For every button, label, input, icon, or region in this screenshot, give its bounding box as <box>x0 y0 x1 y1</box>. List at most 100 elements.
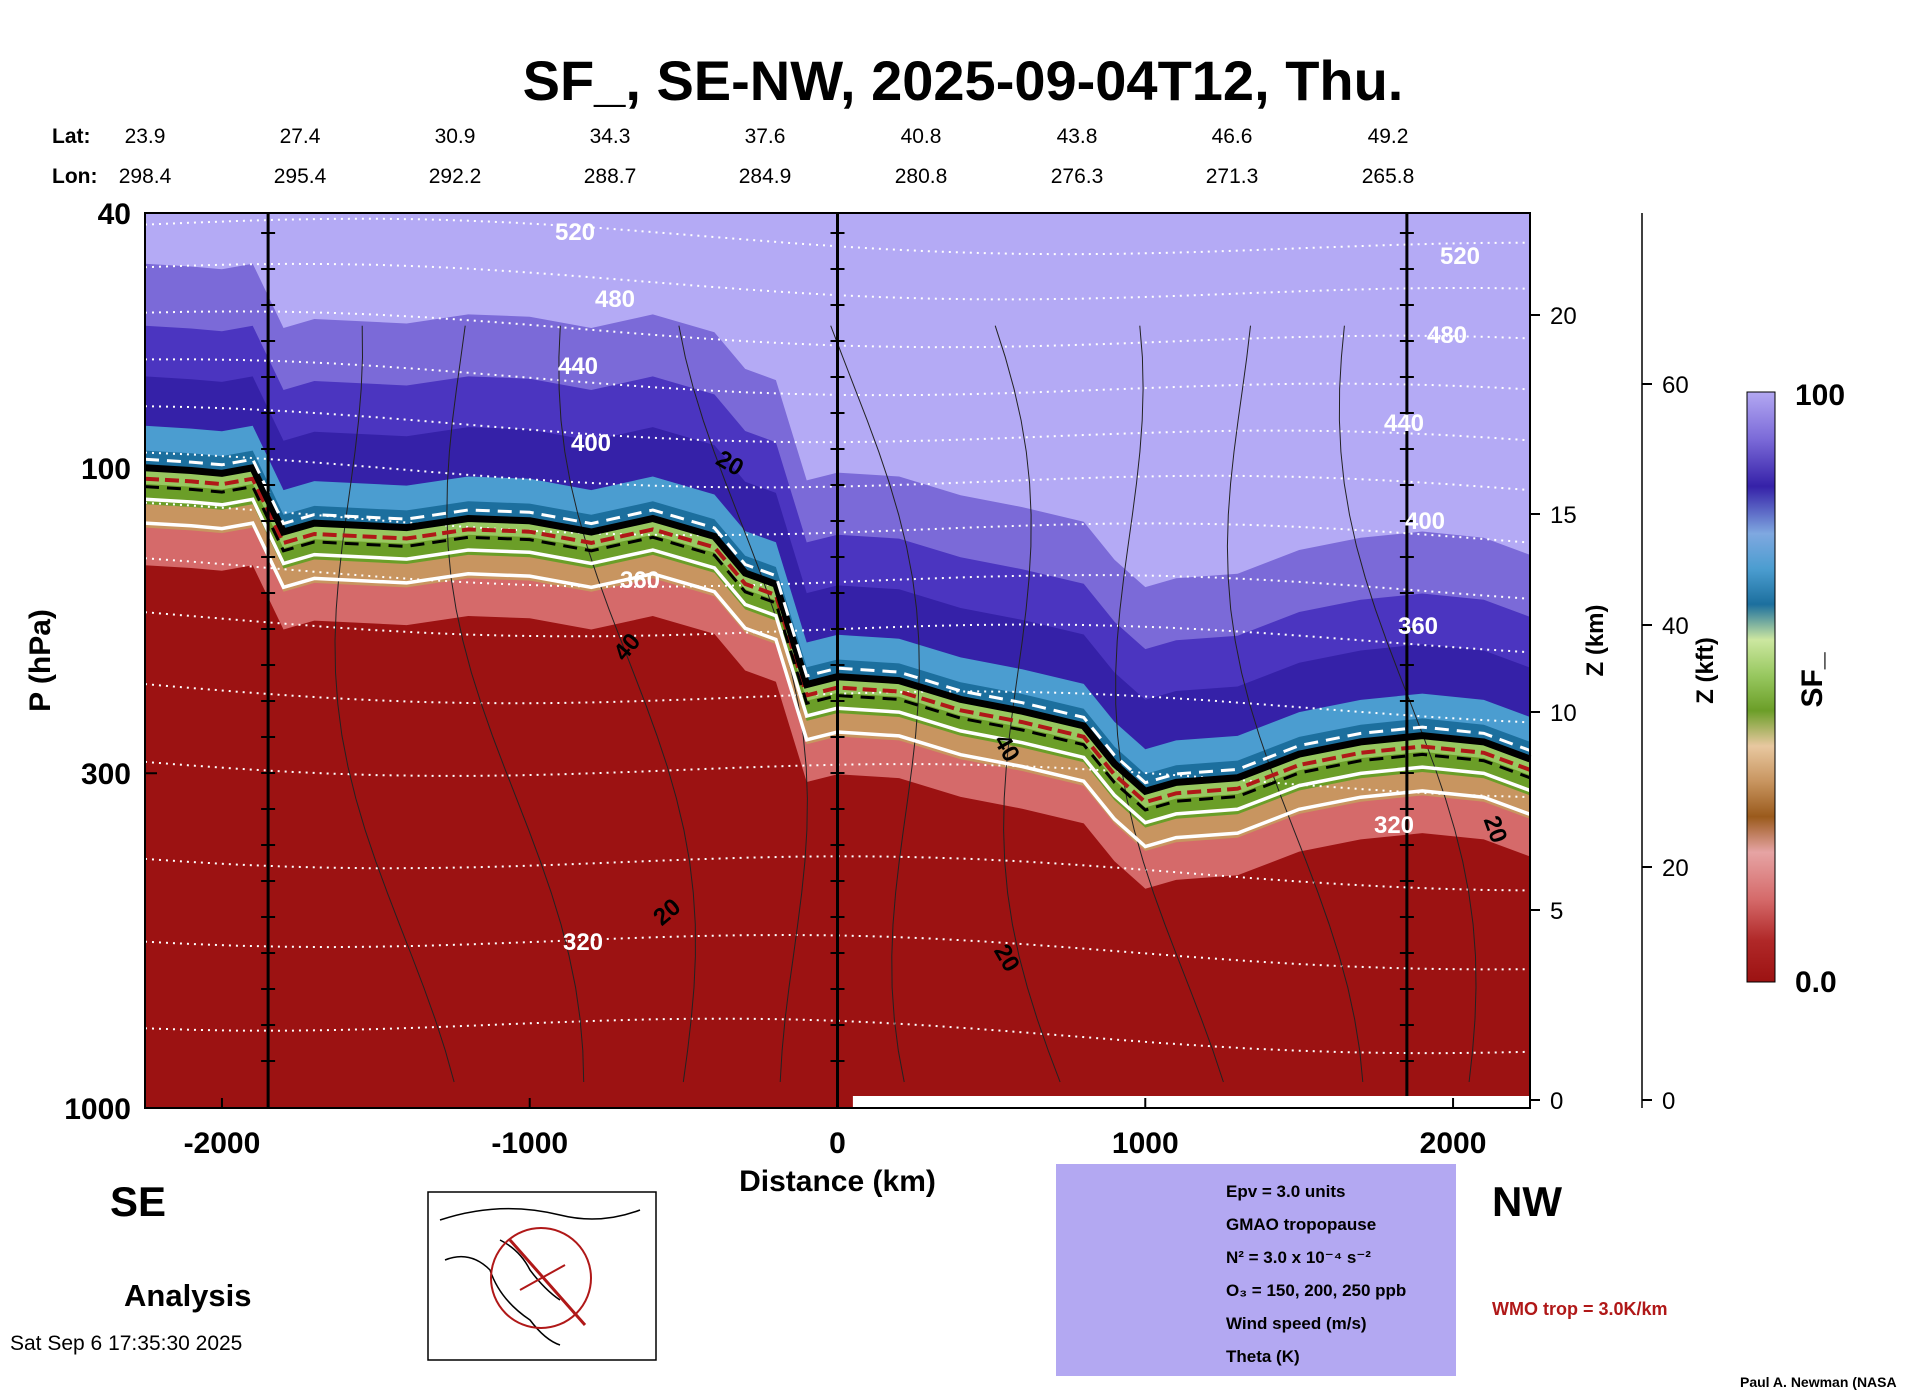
ozone-line-200 <box>144 497 1531 825</box>
epv-line <box>144 484 1531 812</box>
latRow-value: 43.8 <box>1056 125 1098 148</box>
latRow-value: 40.8 <box>900 125 942 148</box>
z-km-axis-label: Z (km) <box>1582 605 1609 677</box>
legend-item-n2: N² = 3.0 x 10⁻⁴ s⁻² <box>1226 1248 1371 1267</box>
wind-contours <box>334 325 1477 1083</box>
inset-crossline <box>519 1264 566 1291</box>
theta-contour-label: 360 <box>620 567 660 594</box>
latRow-value: 30.9 <box>434 125 476 148</box>
legend-item-epv: Epv = 3.0 units <box>1226 1182 1346 1201</box>
wind-contour-line <box>446 325 585 1083</box>
zkm-tick-label: 10 <box>1550 700 1577 727</box>
inset-domain-circle <box>490 1227 592 1329</box>
longitude-row: Lon: 298.4 295.4 292.2 288.7 284.9 280.8 276.3 2… <box>0 165 1926 191</box>
latitude-row: Lat: 23.9 27.4 30.9 34.3 37.6 40.8 43.8 46.6 49.2 <box>0 125 1926 151</box>
lonRow-value: 284.9 <box>738 165 792 188</box>
wind-contour-line <box>994 325 1061 1083</box>
legend-item-theta: Theta (K) <box>1226 1347 1300 1366</box>
theta-contour-label: 360 <box>1398 613 1438 640</box>
theta-contour-line <box>144 113 1531 152</box>
theta-contour-label: 520 <box>555 219 595 246</box>
latRow-label: Lat: <box>52 125 91 148</box>
theta-contour-label: 320 <box>1374 812 1414 839</box>
legend-item-wind-speed: Wind speed (m/s) <box>1226 1314 1367 1333</box>
lonRow-value: 276.3 <box>1050 165 1104 188</box>
theta-contour-label: 440 <box>1384 410 1424 437</box>
x-tick-label: 2000 <box>1420 1127 1487 1160</box>
zkm-tick-label: 5 <box>1550 898 1563 925</box>
inset-coastline <box>439 1207 641 1346</box>
theta-contour-label: 480 <box>1427 322 1467 349</box>
x-tick-label: -1000 <box>491 1127 568 1160</box>
lonRow-label: Lon: <box>52 165 98 188</box>
wind-contour-line <box>334 325 455 1083</box>
x-tick-label: -2000 <box>184 1127 261 1160</box>
latRow-value: 34.3 <box>589 125 631 148</box>
region-nw-label: NW <box>1492 1178 1562 1225</box>
credit-label: Paul A. Newman (NASA <box>1740 1374 1897 1390</box>
zkm-tick-label: 20 <box>1550 303 1577 330</box>
theta-contour-label: 440 <box>558 353 598 380</box>
wind-contour-line <box>678 325 808 1083</box>
wind-contour-line <box>558 325 696 1083</box>
location-map-inset <box>427 1191 657 1361</box>
latRow-value: 27.4 <box>279 125 321 148</box>
x-tick-label: 0 <box>829 1127 846 1160</box>
theta-contour-line <box>144 1017 1531 1055</box>
colorbar-scale <box>1746 391 1776 983</box>
theta-contour-line <box>144 855 1531 892</box>
legend-item-o3: O₃ = 150, 200, 250 ppb <box>1226 1281 1407 1300</box>
colorbar-min-label: 0.0 <box>1795 966 1837 999</box>
theta-contour-label: 480 <box>595 286 635 313</box>
ozone-line-250 <box>144 521 1531 849</box>
vertical-markers <box>261 213 1530 1108</box>
tropopause-lines <box>144 457 1532 849</box>
y-tick-label: 40 <box>98 198 131 231</box>
timestamp: Sat Sep 6 17:35:30 2025 <box>10 1332 243 1355</box>
zkft-tick-label: 0 <box>1662 1088 1675 1115</box>
theta-contour-label: 400 <box>571 430 611 457</box>
y-tick-label: 300 <box>81 758 131 791</box>
colorbar: 100 0.0 SF_ <box>1746 379 1845 999</box>
colorbar-title: SF_ <box>1796 652 1829 707</box>
legend-item-gmao-tropopause: GMAO tropopause <box>1226 1215 1377 1234</box>
theta-contour-line <box>144 163 1531 201</box>
region-se-label: SE <box>110 1178 167 1225</box>
lonRow-value: 280.8 <box>894 165 948 188</box>
y-axis-label: P (hPa) <box>24 609 57 712</box>
zkft-tick-label: 40 <box>1662 613 1689 640</box>
x-tick-label: 1000 <box>1112 1127 1179 1160</box>
y-tick-label: 100 <box>81 453 131 486</box>
surface-band <box>852 1096 1530 1108</box>
y-tick-label: 1000 <box>64 1093 131 1126</box>
zkm-tick-label: 15 <box>1550 502 1577 529</box>
zkm-tick-label: 0 <box>1550 1088 1563 1115</box>
theta-contour-line <box>144 933 1531 971</box>
lonRow-value: 271.3 <box>1205 165 1259 188</box>
n2-line <box>144 457 1531 785</box>
analysis-label: Analysis <box>124 1278 252 1313</box>
wmo-trop-label: WMO trop = 3.0K/km <box>1492 1299 1668 1319</box>
band-indigo <box>145 376 1530 762</box>
latRow-value: 46.6 <box>1211 125 1253 148</box>
lonRow-value: 295.4 <box>273 165 327 188</box>
wind-contour-line <box>1115 325 1224 1083</box>
lonRow-value: 298.4 <box>118 165 172 188</box>
legend-box: Epv = 3.0 units GMAO tropopause N² = 3.0… <box>1056 1164 1456 1376</box>
wmo-tropopause-line <box>144 476 1531 805</box>
wind-contour-line <box>830 325 920 1083</box>
inset-transect-line <box>508 1239 587 1326</box>
latRow-value: 49.2 <box>1367 125 1409 148</box>
latRow-value: 23.9 <box>124 125 166 148</box>
zkft-tick-label: 60 <box>1662 372 1689 399</box>
theta-contour-label: 400 <box>1405 508 1445 535</box>
wind-contour-line <box>1226 325 1364 1083</box>
zkft-tick-label: 20 <box>1662 855 1689 882</box>
colorbar-max-label: 100 <box>1795 379 1845 412</box>
chart-title: SF_, SE-NW, 2025-09-04T12, Thu. <box>522 49 1404 112</box>
lonRow-value: 292.2 <box>428 165 482 188</box>
gmao-tropopause-line <box>144 463 1532 796</box>
theta-contour-label: 320 <box>563 929 603 956</box>
